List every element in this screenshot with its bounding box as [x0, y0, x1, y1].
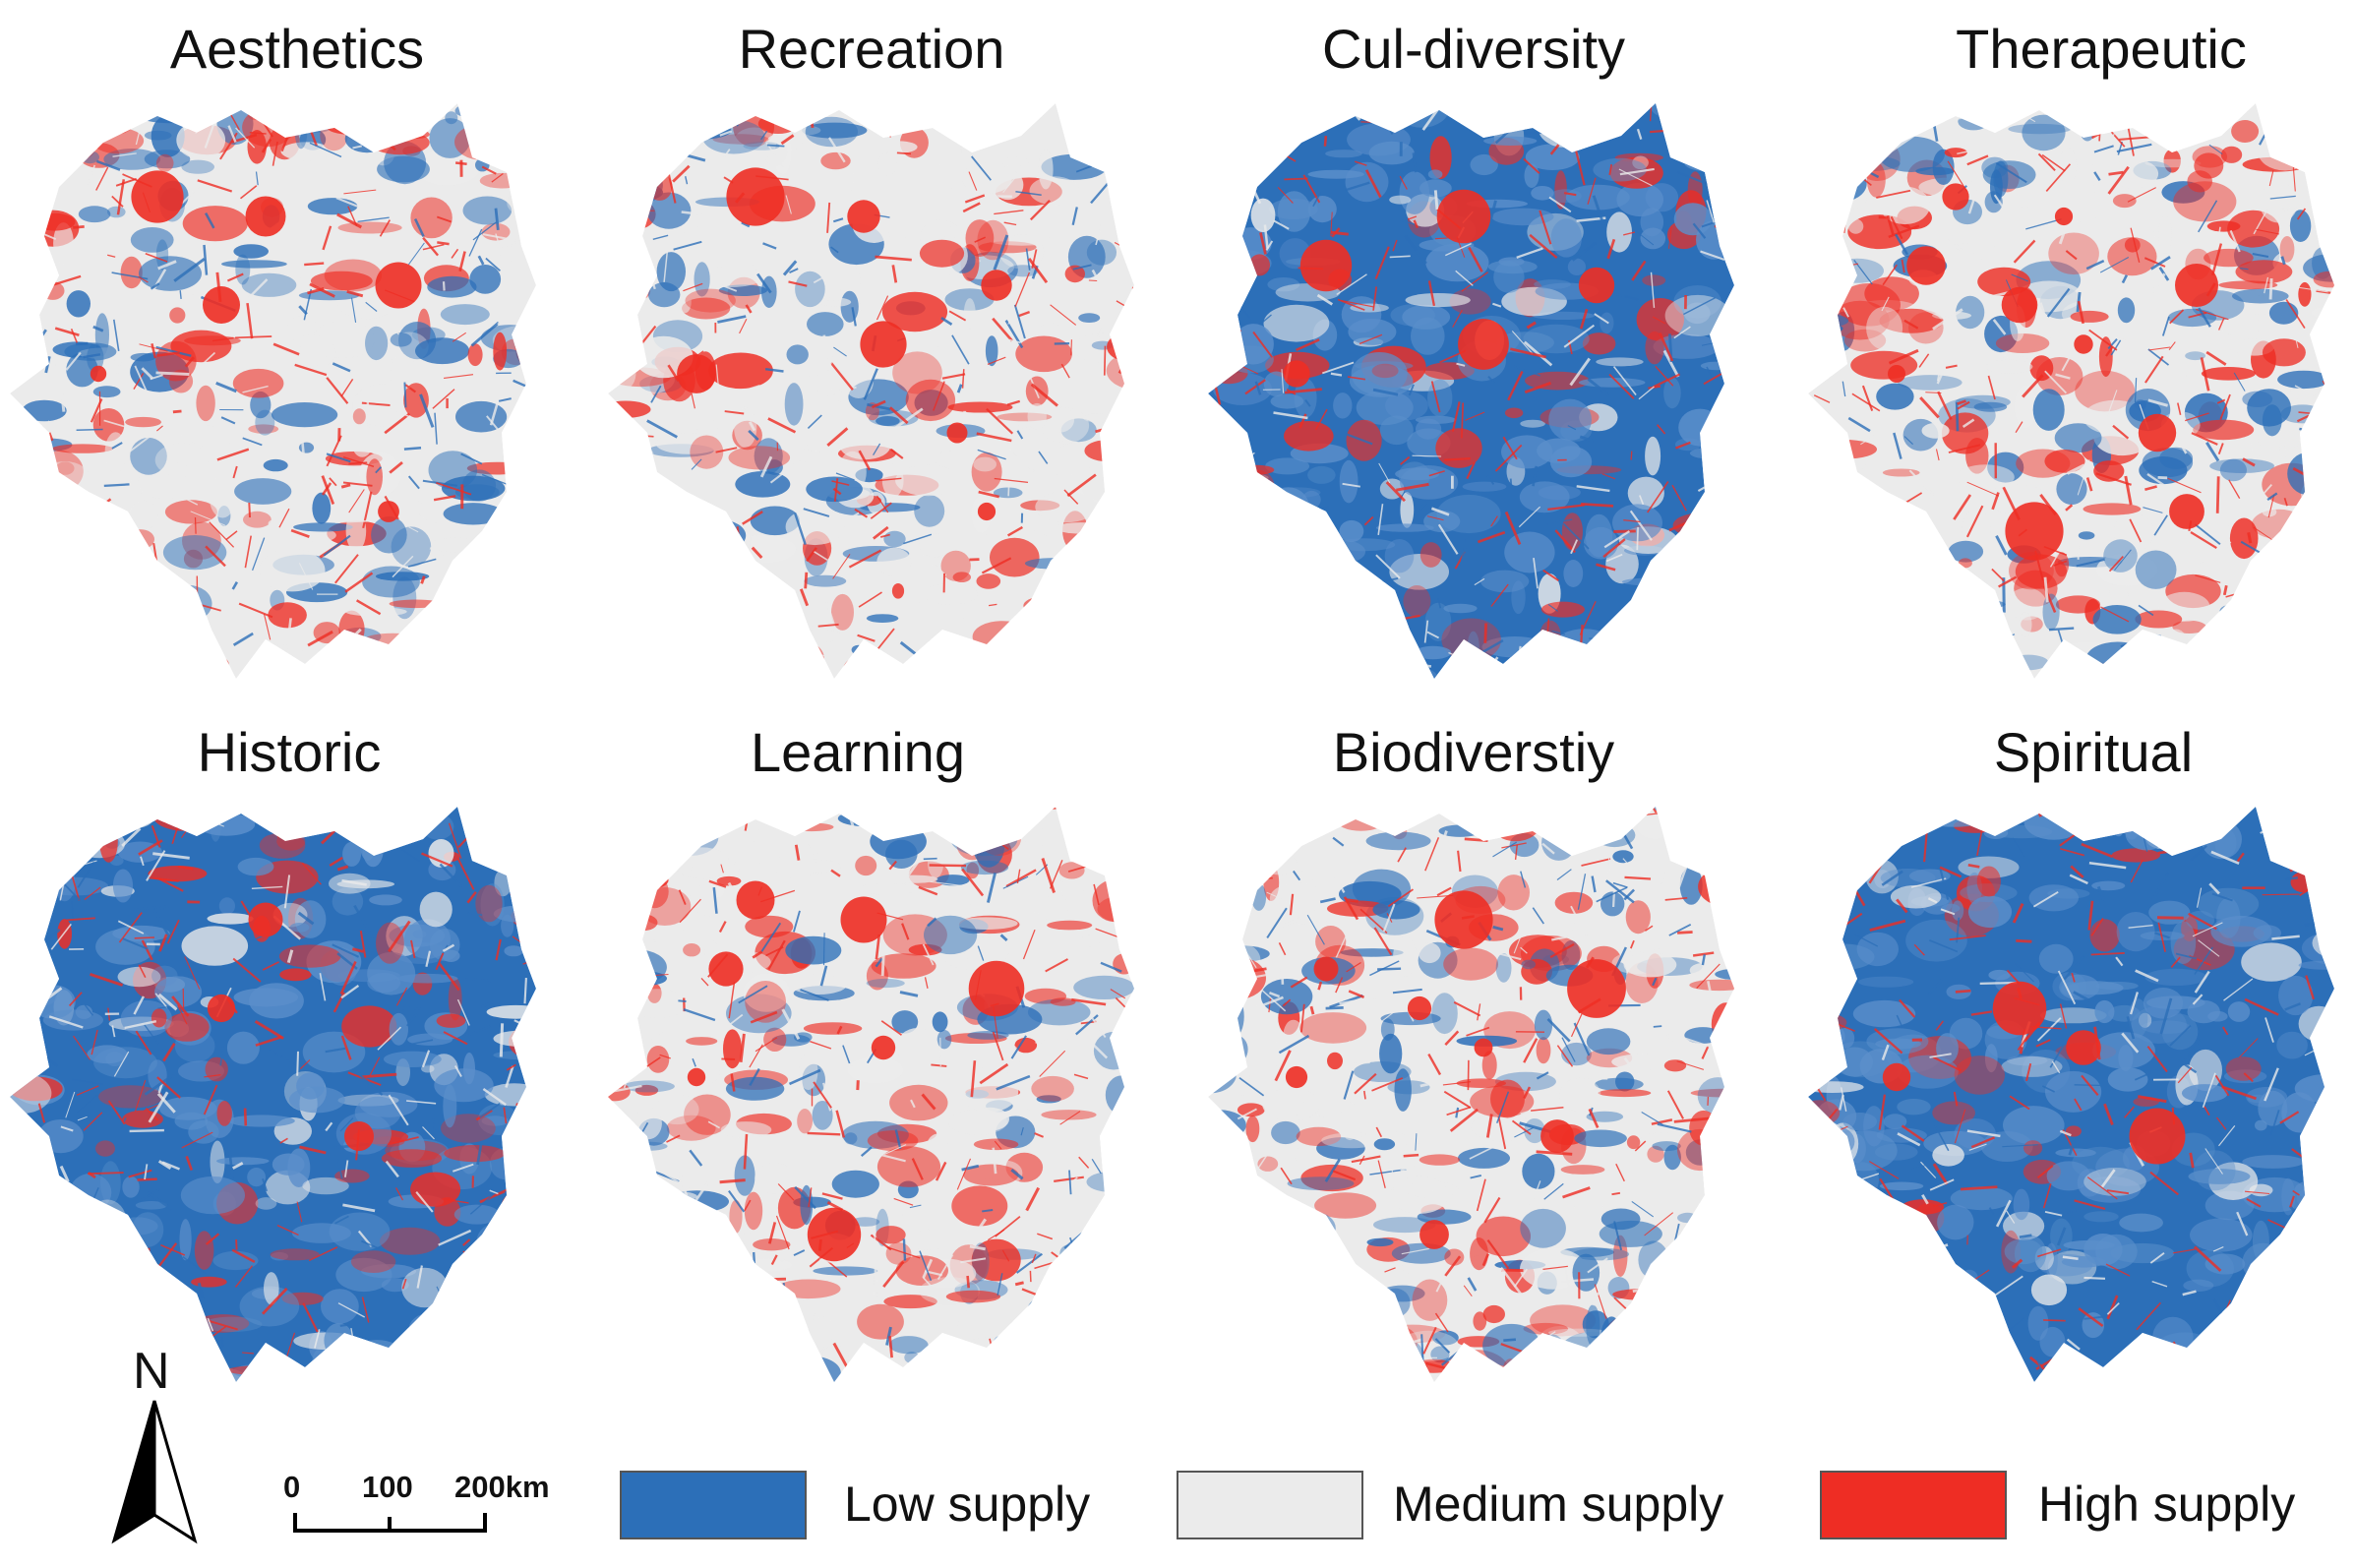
scale-tick-0: 0	[283, 1470, 301, 1504]
map-aesthetics	[10, 103, 536, 679]
map-title-therapeutic: Therapeutic	[1956, 18, 2247, 80]
map-title-spiritual: Spiritual	[1993, 721, 2194, 783]
map-title-aesthetics: Aesthetics	[169, 18, 425, 80]
map-therapeutic	[1808, 103, 2334, 679]
map-spiritual	[1808, 807, 2334, 1382]
map-title-historic: Historic	[197, 721, 382, 783]
north-label: N	[133, 1343, 170, 1400]
legend-label-low: Low supply	[844, 1477, 1091, 1532]
map-learning	[608, 807, 1134, 1382]
map-historic	[10, 807, 536, 1382]
map-biodiversity	[1208, 807, 1734, 1382]
map-title-recreation: Recreation	[738, 18, 1005, 80]
legend-swatch-low	[620, 1471, 807, 1539]
map-title-biodiversity: Biodiverstiy	[1332, 721, 1615, 783]
scale-tick-200km: 200km	[454, 1470, 550, 1504]
legend-swatch-high	[1820, 1471, 2007, 1539]
scale-bar	[293, 1513, 487, 1533]
map-title-learning: Learning	[751, 721, 965, 783]
legend-label-high: High supply	[2038, 1477, 2296, 1532]
north-arrow-icon	[111, 1400, 198, 1544]
legend-label-medium: Medium supply	[1393, 1477, 1724, 1532]
scale-tick-100: 100	[362, 1470, 413, 1504]
map-cul-diversity	[1208, 103, 1734, 679]
map-recreation	[608, 103, 1134, 679]
map-title-cul-diversity: Cul-diversity	[1321, 18, 1626, 80]
legend-swatch-medium	[1177, 1471, 1363, 1539]
